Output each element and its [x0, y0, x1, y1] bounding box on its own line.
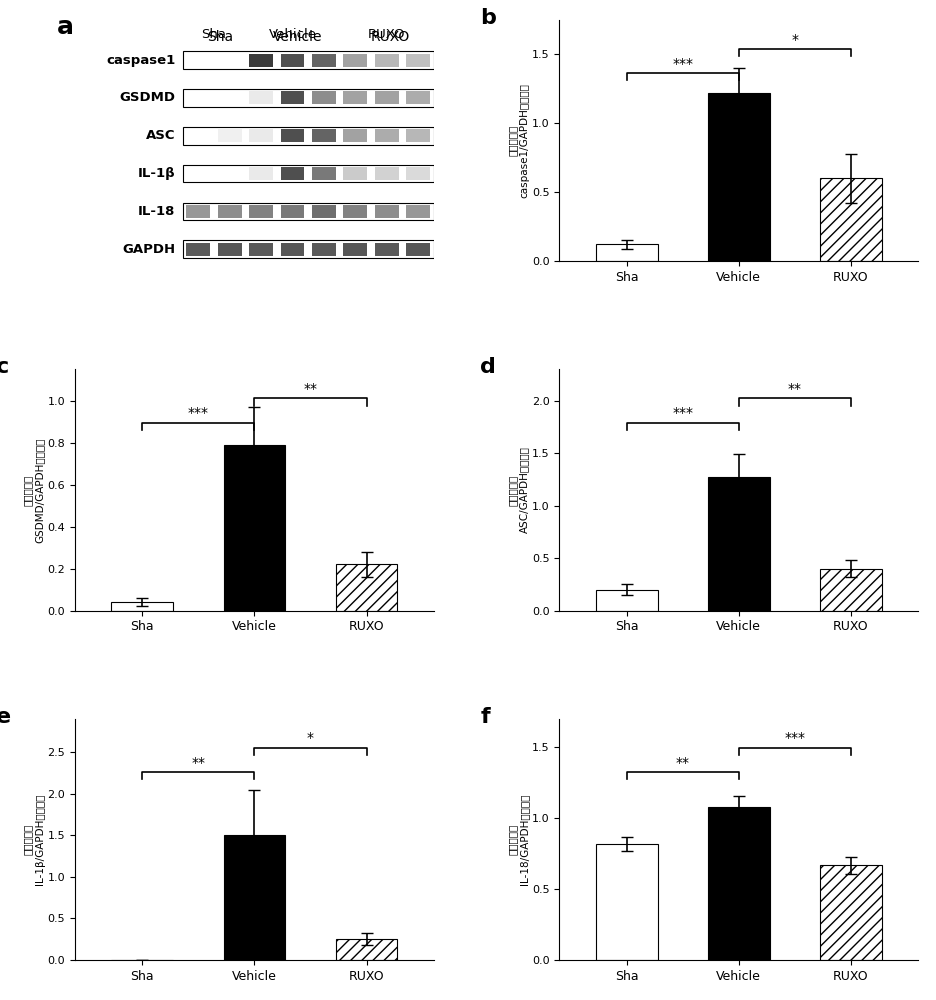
Bar	[595, 244, 657, 261]
Text: Vehicle: Vehicle	[269, 28, 316, 41]
Text: IL-18: IL-18	[138, 205, 175, 218]
Text: **: **	[787, 382, 801, 396]
Bar	[595, 590, 657, 611]
Bar	[183, 89, 433, 107]
Y-axis label: 大脑皮质中
IL-1β/GAPDH相对含量: 大脑皮质中 IL-1β/GAPDH相对含量	[23, 794, 45, 885]
Bar	[280, 54, 304, 67]
Bar	[819, 178, 881, 261]
Bar	[183, 203, 433, 220]
Bar	[374, 129, 398, 142]
Bar	[217, 129, 241, 142]
Text: e: e	[0, 707, 11, 727]
Y-axis label: 大脑皮质中
GSDMD/GAPDH相对含量: 大脑皮质中 GSDMD/GAPDH相对含量	[23, 437, 45, 543]
Bar	[186, 205, 210, 218]
Text: ***: ***	[671, 57, 693, 71]
Bar	[343, 167, 367, 180]
Bar	[249, 54, 272, 67]
Bar	[405, 54, 430, 67]
Y-axis label: 大脑皮质中
ASC/GAPDH相对含量: 大脑皮质中 ASC/GAPDH相对含量	[507, 447, 529, 533]
Bar	[312, 91, 335, 104]
Text: Vehicle: Vehicle	[272, 30, 322, 44]
Text: *: *	[791, 33, 797, 47]
Text: GAPDH: GAPDH	[123, 243, 175, 256]
Text: **: **	[303, 382, 317, 396]
Bar	[708, 807, 768, 960]
Bar	[183, 165, 433, 182]
Bar	[405, 205, 430, 218]
Bar	[183, 127, 433, 145]
Bar	[224, 445, 285, 611]
Bar	[111, 602, 173, 611]
Text: RUXO: RUXO	[368, 28, 405, 41]
Bar	[280, 129, 304, 142]
Bar	[335, 939, 397, 960]
Bar	[374, 91, 398, 104]
Bar	[183, 51, 433, 69]
Bar	[312, 243, 335, 256]
Bar	[374, 54, 398, 67]
Bar	[249, 167, 272, 180]
Bar	[249, 205, 272, 218]
Text: ***: ***	[671, 406, 693, 420]
Bar	[374, 243, 398, 256]
Bar	[217, 243, 241, 256]
Text: **: **	[191, 756, 205, 770]
Bar	[343, 243, 367, 256]
Bar	[312, 129, 335, 142]
Bar	[405, 167, 430, 180]
Bar	[224, 835, 285, 960]
Text: ***: ***	[783, 731, 805, 745]
Bar	[249, 243, 272, 256]
Bar	[708, 93, 768, 261]
Text: GSDMD: GSDMD	[119, 91, 175, 104]
Bar	[312, 167, 335, 180]
Bar	[819, 569, 881, 611]
Bar	[280, 91, 304, 104]
Text: c: c	[0, 357, 9, 377]
Text: IL-1β: IL-1β	[138, 167, 175, 180]
Text: Sha: Sha	[207, 30, 233, 44]
Bar	[280, 167, 304, 180]
Bar	[343, 91, 367, 104]
Y-axis label: 大脑皮质中
IL-18/GAPDH相对含量: 大脑皮质中 IL-18/GAPDH相对含量	[507, 794, 529, 885]
Bar	[280, 243, 304, 256]
Text: RUXO: RUXO	[371, 30, 410, 44]
Text: b: b	[480, 8, 496, 28]
Bar	[595, 844, 657, 960]
Bar	[374, 205, 398, 218]
Text: ASC: ASC	[146, 129, 175, 142]
Bar	[312, 205, 335, 218]
Bar	[183, 240, 433, 258]
Text: Sha: Sha	[201, 28, 227, 41]
Text: caspase1: caspase1	[106, 54, 175, 67]
Text: d: d	[480, 357, 496, 377]
Bar	[249, 91, 272, 104]
Bar	[374, 167, 398, 180]
Text: **: **	[675, 756, 689, 770]
Bar	[217, 205, 241, 218]
Text: *: *	[307, 731, 314, 745]
Bar	[249, 129, 272, 142]
Bar	[343, 205, 367, 218]
Bar	[343, 54, 367, 67]
Text: a: a	[57, 15, 74, 39]
Bar	[405, 243, 430, 256]
Bar	[405, 91, 430, 104]
Bar	[343, 129, 367, 142]
Bar	[708, 477, 768, 611]
Bar	[280, 205, 304, 218]
Bar	[405, 129, 430, 142]
Y-axis label: 大脑皮质中
caspase1/GAPDH相对含量: 大脑皮质中 caspase1/GAPDH相对含量	[507, 83, 529, 198]
Bar	[335, 564, 397, 611]
Bar	[186, 243, 210, 256]
Text: f: f	[480, 707, 490, 727]
Bar	[819, 865, 881, 960]
Text: ***: ***	[187, 406, 209, 420]
Bar	[312, 54, 335, 67]
